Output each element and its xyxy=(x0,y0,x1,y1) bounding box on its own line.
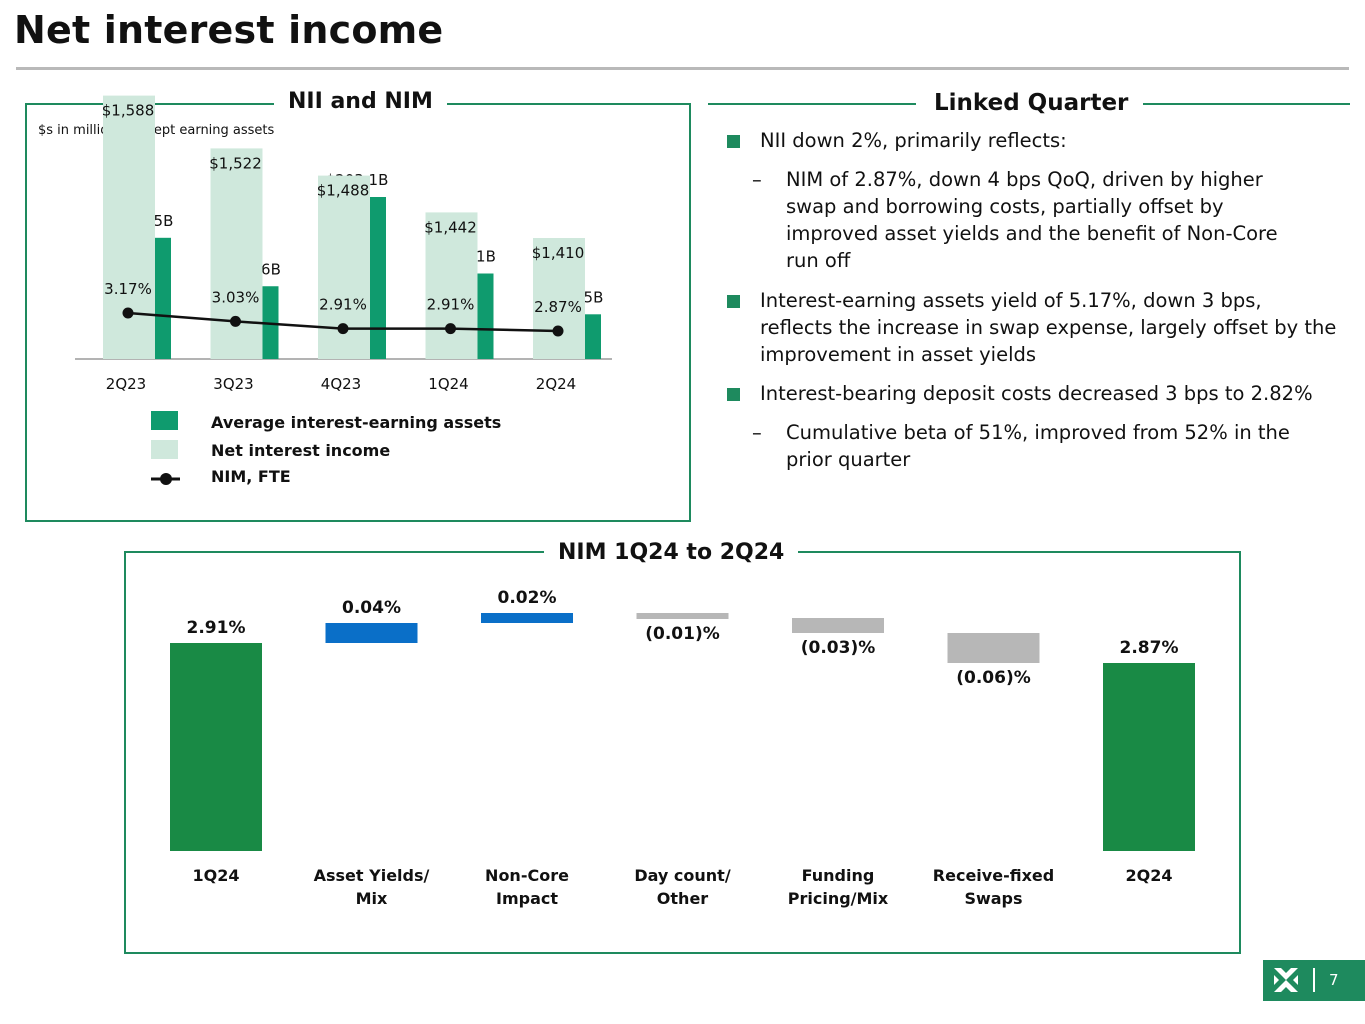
page-number: 7 xyxy=(1329,971,1339,989)
bullet-text: NII down 2%, primarily reflects: xyxy=(760,129,1067,152)
sub-bullet-text: Cumulative beta of 51%, improved from 52… xyxy=(786,421,1290,471)
units-note: $s in millions, except earning assets xyxy=(38,123,275,138)
bullet-asset-yield: Interest-earning assets yield of 5.17%, … xyxy=(727,287,1337,368)
dash-marker: – xyxy=(752,421,762,444)
bullet-nii-down: NII down 2%, primarily reflects: xyxy=(727,127,1337,154)
dash-marker: – xyxy=(752,168,762,191)
linked-quarter-title: Linked Quarter xyxy=(934,90,1129,116)
nim-waterfall-panel-title: NIM 1Q24 to 2Q24 xyxy=(544,540,799,565)
page-title: Net interest income xyxy=(14,8,444,52)
sub-bullet-nim: – NIM of 2.87%, down 4 bps QoQ, driven b… xyxy=(752,166,1312,274)
linked-quarter-rule-right xyxy=(1143,103,1350,105)
bullet-square-icon xyxy=(727,135,740,148)
nii-nim-panel xyxy=(25,103,691,522)
title-divider xyxy=(16,67,1349,70)
bullet-deposit-costs: Interest-bearing deposit costs decreased… xyxy=(727,380,1357,407)
nii-nim-panel-title: NII and NIM xyxy=(274,89,447,114)
nim-waterfall-panel xyxy=(124,551,1241,954)
sub-bullet-text: NIM of 2.87%, down 4 bps QoQ, driven by … xyxy=(786,168,1278,272)
bank-logo: 7 xyxy=(1263,960,1365,1001)
bullet-text: Interest-bearing deposit costs decreased… xyxy=(760,382,1313,405)
bullet-square-icon xyxy=(727,388,740,401)
bullet-text: Interest-earning assets yield of 5.17%, … xyxy=(760,289,1337,366)
logo-separator xyxy=(1313,968,1315,992)
logo-mark-icon xyxy=(1274,968,1298,992)
bullet-square-icon xyxy=(727,295,740,308)
linked-quarter-rule-left xyxy=(708,103,916,105)
sub-bullet-beta: – Cumulative beta of 51%, improved from … xyxy=(752,419,1312,473)
